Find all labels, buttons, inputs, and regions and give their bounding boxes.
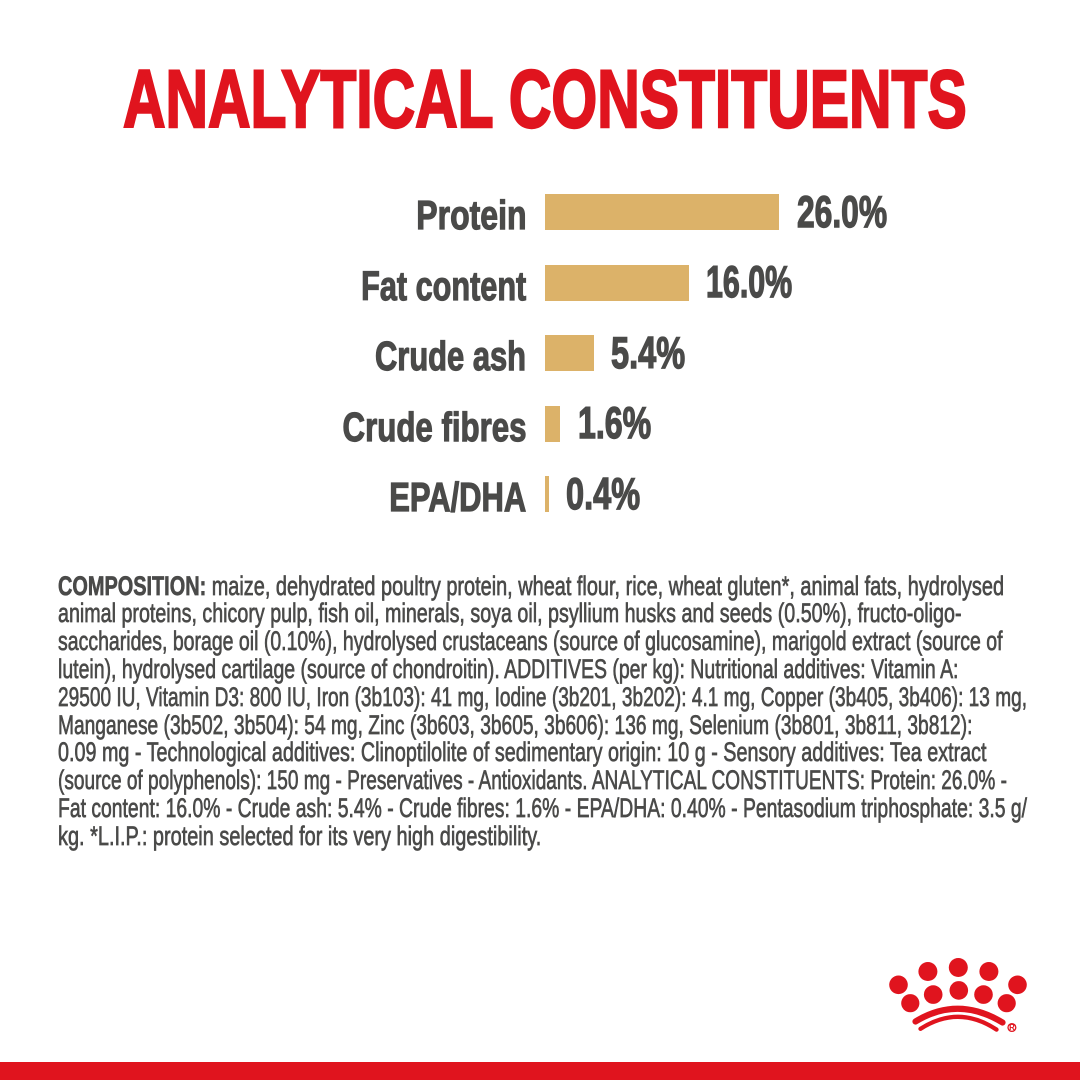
svg-text:R: R [1009, 1023, 1015, 1032]
